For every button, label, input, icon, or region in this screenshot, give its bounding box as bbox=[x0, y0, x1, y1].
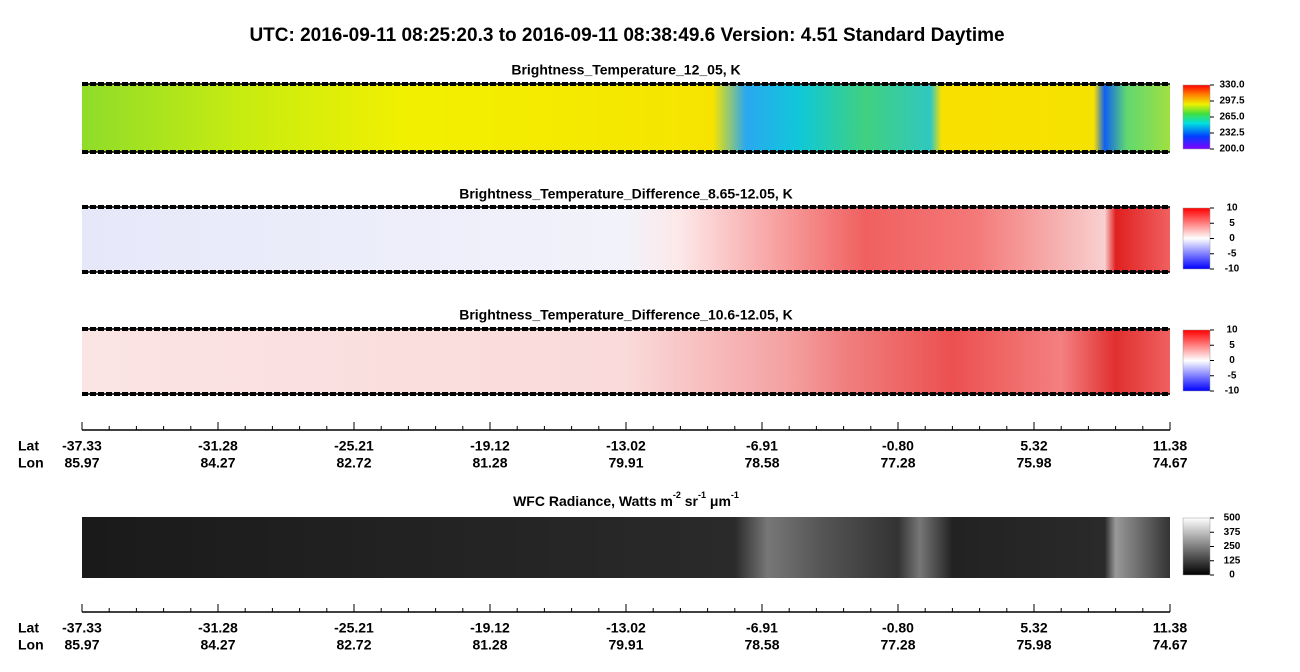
colorbar-tick-label: -5 bbox=[1228, 248, 1237, 259]
colorbar-tick-label: 297.5 bbox=[1219, 96, 1244, 107]
lat-value: -13.02 bbox=[606, 438, 646, 454]
colorbar-tick-label: -10 bbox=[1225, 386, 1240, 397]
colorbar-tick-label: 10 bbox=[1226, 325, 1238, 336]
lat-value: -13.02 bbox=[606, 620, 646, 636]
lon-value: 75.98 bbox=[1016, 637, 1051, 653]
lon-value: 85.97 bbox=[64, 637, 99, 653]
colorbar-tick-label: 500 bbox=[1224, 513, 1241, 524]
colorbar bbox=[1182, 329, 1211, 392]
colorbar bbox=[1182, 84, 1211, 150]
panel-title: WFC Radiance, Watts m-2 sr-1 μm-1 bbox=[513, 490, 739, 508]
lon-value: 77.28 bbox=[880, 637, 915, 653]
lon-value: 79.91 bbox=[608, 637, 643, 653]
lat-value: -19.12 bbox=[470, 620, 510, 636]
panel-title: Brightness_Temperature_Difference_10.6-1… bbox=[459, 307, 793, 323]
lon-label: Lon bbox=[18, 637, 44, 653]
colorbar-tick-label: 10 bbox=[1226, 203, 1238, 214]
lon-value: 75.98 bbox=[1016, 455, 1051, 471]
lon-value: 81.28 bbox=[472, 455, 507, 471]
lat-label: Lat bbox=[18, 438, 39, 454]
lat-value: 5.32 bbox=[1020, 438, 1047, 454]
panel-title: Brightness_Temperature_12_05, K bbox=[511, 62, 740, 78]
colorbar-tick-label: 0 bbox=[1229, 233, 1235, 244]
colorbar-tick-label: 125 bbox=[1224, 555, 1241, 566]
colorbar-tick-label: 375 bbox=[1224, 527, 1241, 538]
lon-value: 85.97 bbox=[64, 455, 99, 471]
lat-value: 11.38 bbox=[1153, 438, 1187, 454]
lat-value: -0.80 bbox=[882, 438, 914, 454]
lon-value: 84.27 bbox=[200, 455, 235, 471]
title-part: -1 bbox=[731, 490, 739, 500]
title-part: μm bbox=[706, 493, 731, 509]
panel-title: Brightness_Temperature_Difference_8.65-1… bbox=[459, 186, 793, 202]
colorbar-tick-label: 0 bbox=[1229, 570, 1235, 581]
colorbar-tick-label: 232.5 bbox=[1219, 128, 1244, 139]
colorbar-tick-label: 200.0 bbox=[1219, 144, 1244, 155]
colorbar-tick-label: 250 bbox=[1224, 541, 1241, 552]
lon-label: Lon bbox=[18, 455, 44, 471]
lon-value: 84.27 bbox=[200, 637, 235, 653]
lat-value: -6.91 bbox=[746, 438, 778, 454]
lat-value: -6.91 bbox=[746, 620, 778, 636]
colorbar-tick-label: -10 bbox=[1225, 264, 1240, 275]
lon-value: 78.58 bbox=[744, 637, 779, 653]
title-part: -1 bbox=[698, 490, 706, 500]
colorbar-tick-label: -5 bbox=[1228, 370, 1237, 381]
lon-value: 77.28 bbox=[880, 455, 915, 471]
image-strip bbox=[82, 329, 1170, 394]
lat-value: -0.80 bbox=[882, 620, 914, 636]
image-strip bbox=[82, 207, 1170, 272]
lon-value: 82.72 bbox=[336, 637, 371, 653]
lat-value: -37.33 bbox=[62, 438, 102, 454]
title-part: WFC Radiance, Watts m bbox=[513, 493, 673, 509]
lat-value: -31.28 bbox=[198, 438, 238, 454]
lon-value: 78.58 bbox=[744, 455, 779, 471]
lon-value: 74.67 bbox=[1152, 637, 1187, 653]
figure-title: UTC: 2016-09-11 08:25:20.3 to 2016-09-11… bbox=[249, 25, 1004, 46]
colorbar-tick-label: 5 bbox=[1229, 340, 1235, 351]
colorbar-tick-label: 330.0 bbox=[1219, 80, 1244, 91]
image-strip bbox=[82, 84, 1170, 152]
lat-value: -19.12 bbox=[470, 438, 510, 454]
colorbar-tick-label: 0 bbox=[1229, 355, 1235, 366]
lat-value: -25.21 bbox=[334, 438, 374, 454]
lat-value: -25.21 bbox=[334, 620, 374, 636]
colorbar-tick-label: 5 bbox=[1229, 218, 1235, 229]
lat-value: 11.38 bbox=[1153, 620, 1187, 636]
colorbar bbox=[1182, 517, 1211, 576]
title-part: sr bbox=[681, 493, 699, 509]
lon-value: 74.67 bbox=[1152, 455, 1187, 471]
lat-value: -37.33 bbox=[62, 620, 102, 636]
colorbar bbox=[1182, 207, 1211, 270]
image-strip bbox=[82, 517, 1170, 578]
colorbar-tick-label: 265.0 bbox=[1219, 112, 1244, 123]
lon-value: 82.72 bbox=[336, 455, 371, 471]
title-part: -2 bbox=[673, 490, 681, 500]
lat-value: 5.32 bbox=[1020, 620, 1047, 636]
lat-value: -31.28 bbox=[198, 620, 238, 636]
lat-label: Lat bbox=[18, 620, 39, 636]
lon-value: 79.91 bbox=[608, 455, 643, 471]
lon-value: 81.28 bbox=[472, 637, 507, 653]
